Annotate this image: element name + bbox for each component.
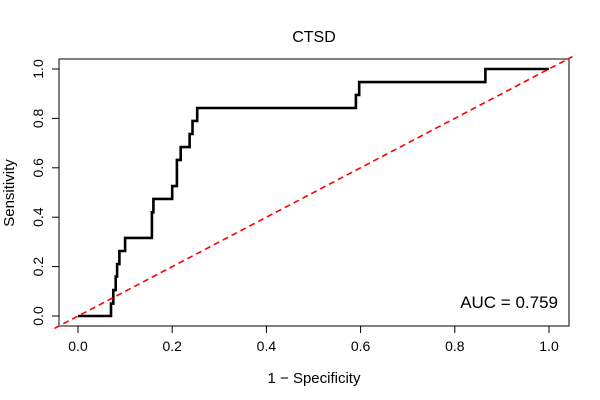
reference-diagonal-line — [54, 55, 573, 330]
y-tick-label: 0.8 — [30, 108, 46, 128]
y-axis-label: Sensitivity — [1, 159, 18, 227]
y-tick-label: 0.0 — [30, 306, 46, 326]
x-tick-label: 0.4 — [257, 338, 277, 354]
x-tick-label: 0.0 — [68, 338, 88, 354]
x-tick-label: 0.8 — [445, 338, 465, 354]
x-tick-label: 0.6 — [351, 338, 371, 354]
y-tick-label: 0.4 — [30, 207, 46, 227]
y-tick-label: 0.6 — [30, 158, 46, 178]
roc-curve — [78, 67, 549, 318]
x-tick-label: 1.0 — [539, 338, 559, 354]
x-axis: 0.0 0.2 0.4 0.6 0.8 1.0 — [68, 325, 559, 354]
x-tick-label: 0.2 — [162, 338, 182, 354]
y-axis: 0.0 0.2 0.4 0.6 0.8 1.0 — [30, 59, 60, 326]
y-tick-label: 0.2 — [30, 257, 46, 277]
x-axis-label: 1 − Specificity — [268, 370, 361, 387]
y-tick-label: 1.0 — [30, 59, 46, 79]
auc-annotation: AUC = 0.759 — [460, 293, 558, 312]
chart-title: CTSD — [292, 29, 336, 46]
series-layer — [54, 55, 573, 330]
